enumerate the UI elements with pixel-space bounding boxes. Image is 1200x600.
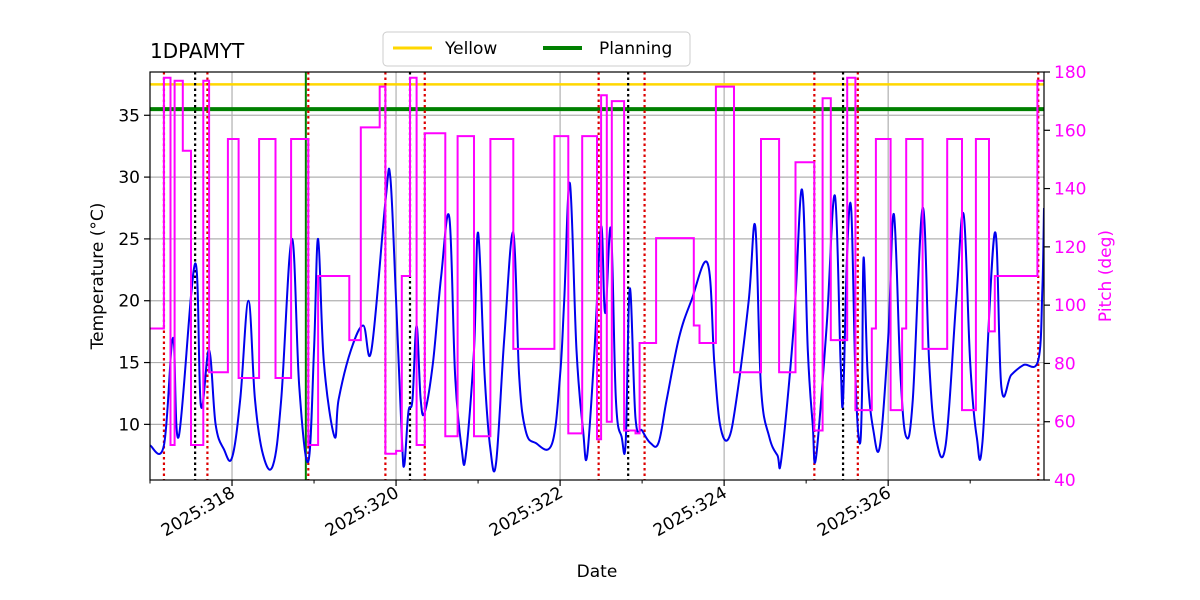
y-right-tick-label: 180 <box>1054 63 1086 83</box>
plot-frame <box>149 71 1045 481</box>
y-left-tick-label: 30 <box>118 168 140 188</box>
y-right-tick-label: 160 <box>1054 121 1086 141</box>
y-right-tick-label: 140 <box>1054 180 1086 200</box>
y-right-tick-label: 120 <box>1054 238 1086 258</box>
y-left-tick-label: 35 <box>118 106 140 126</box>
y-right-tick-label: 40 <box>1054 471 1076 491</box>
y-axis-right-label: Pitch (deg) <box>1096 230 1116 322</box>
y-right-tick-label: 80 <box>1054 354 1076 374</box>
y-left-tick-label: 10 <box>118 415 140 435</box>
y-right-tick-label: 60 <box>1054 413 1076 433</box>
y-left-tick-label: 15 <box>118 354 140 374</box>
y-left-tick-label: 20 <box>118 292 140 312</box>
y-axis-left-label: Temperature (°C) <box>88 203 108 351</box>
legend-label-yellow: Yellow <box>444 39 497 59</box>
y-right-tick-label: 100 <box>1054 296 1086 316</box>
legend: Yellow Planning <box>382 31 691 67</box>
legend-label-planning: Planning <box>599 39 672 59</box>
pitch-line <box>150 76 1044 455</box>
y-left-tick-label: 25 <box>118 230 140 250</box>
legend-box <box>382 31 691 67</box>
temperature-line <box>150 167 1044 473</box>
chart-title: 1DPAMYT <box>150 39 245 63</box>
x-axis-label: Date <box>577 562 618 582</box>
plot-area <box>150 72 1044 480</box>
